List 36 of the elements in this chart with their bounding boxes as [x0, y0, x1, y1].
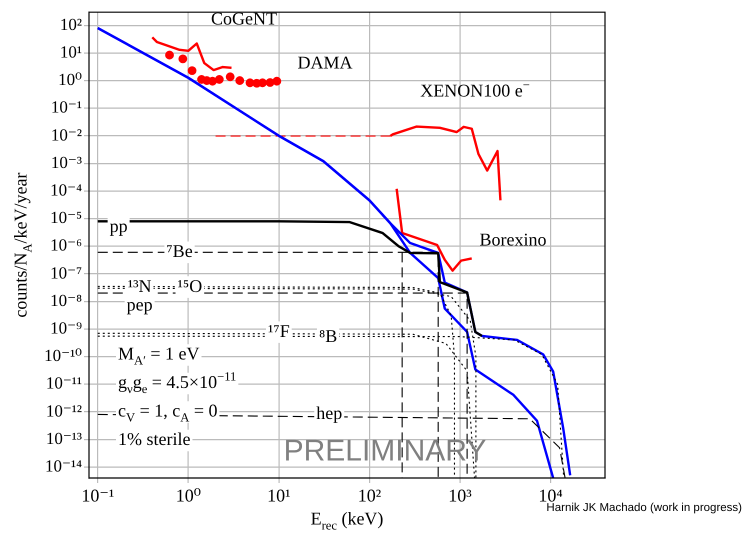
annotation: ¹⁷F [268, 320, 290, 341]
y-tick-label: 10⁻¹⁰ [44, 346, 82, 366]
y-tick-label: 10⁻⁸ [50, 290, 82, 310]
x-tick-label: 10⁰ [176, 486, 201, 506]
x-tick-label: 10¹ [267, 486, 291, 506]
y-tick-label: 10⁻⁶ [50, 236, 82, 255]
annotation: pp [110, 216, 128, 236]
y-tick-label: 10⁰ [58, 70, 82, 90]
y-tick-label: 10⁻¹ [50, 98, 82, 117]
y-tick-label: 10⁻⁹ [50, 318, 82, 338]
y-tick-label: 10¹ [60, 42, 82, 62]
annotation: DAMA [298, 52, 353, 73]
annotation: ¹⁵O [178, 276, 202, 296]
y-tick-label: 10⁻⁵ [50, 208, 82, 228]
annotation: ¹³N [128, 276, 152, 296]
x-tick-label: 10⁻¹ [81, 486, 114, 506]
y-axis-title: counts/NA/keV/year [10, 172, 35, 318]
annotation: Borexino [480, 230, 547, 250]
annotation: pep [126, 294, 153, 314]
y-tick-label: 10² [60, 14, 82, 34]
y-tick-label: 10⁻¹³ [46, 428, 82, 448]
y-tick-label: 10⁻¹⁴ [45, 456, 82, 476]
annotation: XENON100 e− [420, 78, 530, 101]
y-tick-label: 10⁻¹¹ [46, 374, 82, 393]
x-tick-label: 10³ [448, 486, 472, 506]
y-tick-label: 10⁻³ [50, 152, 82, 172]
annotation: ⁸B [318, 326, 338, 346]
annotation: ⁷Be [166, 241, 193, 262]
annotation: hep [316, 403, 342, 424]
annotation: CoGeNT [211, 8, 278, 29]
y-tick-label: 10⁻¹² [46, 401, 82, 420]
y-tick-label: 10⁻⁴ [50, 180, 82, 200]
x-tick-label: 10² [358, 486, 382, 506]
y-tick-label: 10⁻⁷ [50, 263, 82, 282]
y-tick-label: 10⁻² [50, 125, 82, 144]
annotation: 1% sterile [118, 429, 190, 450]
